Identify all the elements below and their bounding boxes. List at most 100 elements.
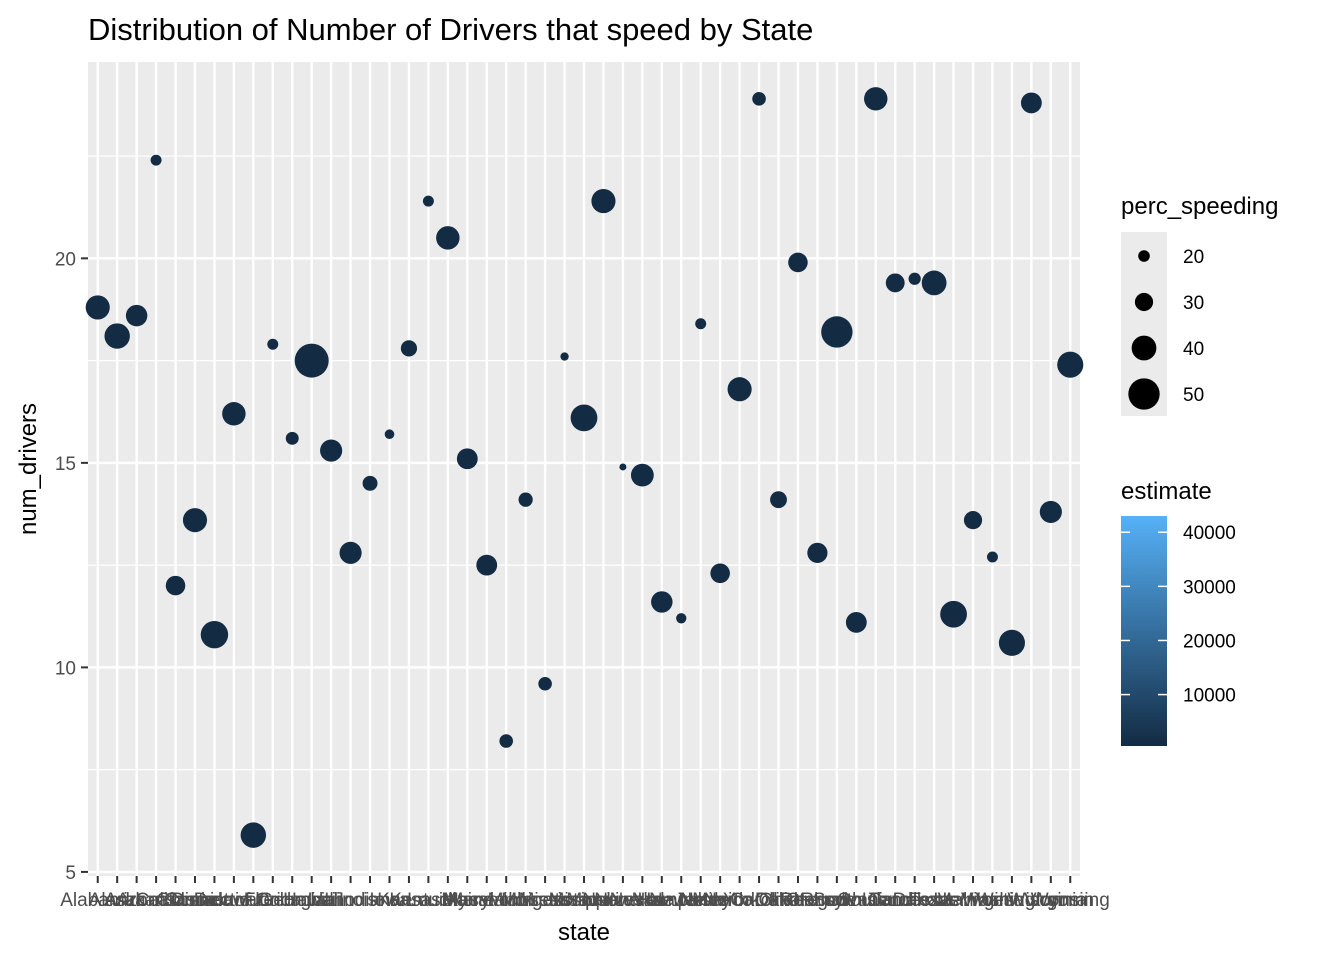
x-tick-label: California xyxy=(135,890,216,911)
color-legend-label: 20000 xyxy=(1183,631,1236,652)
data-point xyxy=(752,92,766,106)
x-tick-label: Rhode Island xyxy=(800,890,912,911)
data-point xyxy=(651,591,673,613)
data-point xyxy=(676,613,687,624)
x-tick-label: North Carolina xyxy=(678,890,801,911)
data-point xyxy=(518,492,533,507)
color-bar xyxy=(1121,516,1167,746)
data-point xyxy=(821,316,853,348)
y-tick-label: 5 xyxy=(65,863,76,884)
data-point xyxy=(570,404,598,432)
x-tick-label: Ohio xyxy=(758,890,798,911)
data-point xyxy=(285,431,299,445)
x-tick-label: Vermont xyxy=(938,890,1009,911)
y-tick-label: 10 xyxy=(55,658,76,679)
x-tick-label: Utah xyxy=(933,890,973,911)
x-tick-label: South Carolina xyxy=(813,890,939,911)
x-tick-label: Kentucky xyxy=(389,890,468,911)
x-tick-label: Minnesota xyxy=(501,890,589,911)
color-legend-label: 30000 xyxy=(1183,577,1236,598)
x-tick-label: Virginia xyxy=(961,890,1024,911)
x-tick-label: Nebraska xyxy=(582,890,664,911)
data-point xyxy=(436,226,460,250)
data-point xyxy=(182,508,208,533)
data-point xyxy=(630,463,654,487)
data-point xyxy=(940,600,967,628)
data-point xyxy=(986,551,998,563)
data-point xyxy=(770,491,787,509)
x-tick-label: Connecticut xyxy=(164,890,265,911)
x-tick-label: Washington xyxy=(962,890,1062,911)
color-legend: estimate 10000 20000 30000 40000 xyxy=(1121,478,1236,746)
x-tick-label: Illinois xyxy=(324,890,377,911)
data-point xyxy=(384,429,395,440)
data-point xyxy=(222,402,246,426)
data-point xyxy=(885,273,905,293)
data-point xyxy=(320,439,343,462)
data-point xyxy=(240,822,267,848)
data-point xyxy=(560,352,569,361)
data-point xyxy=(150,154,162,166)
size-legend-label: 20 xyxy=(1183,247,1204,268)
data-point xyxy=(908,272,921,285)
y-axis: 5 10 15 20 xyxy=(55,249,88,884)
x-tick-label: West Virginia xyxy=(976,890,1088,911)
data-point xyxy=(125,304,148,327)
x-tick-label: Arkansas xyxy=(116,890,195,911)
data-point xyxy=(499,734,513,748)
x-tick-label: Tennessee xyxy=(869,890,961,911)
x-tick-label: Louisiana xyxy=(407,890,489,911)
data-point xyxy=(727,377,752,402)
data-points xyxy=(85,87,1084,848)
x-tick-label: Alaska xyxy=(89,890,146,911)
data-point xyxy=(538,676,552,691)
x-tick-label: Oregon xyxy=(786,890,849,911)
x-tick-label: Michigan xyxy=(488,890,564,911)
data-point xyxy=(1020,92,1042,114)
x-tick-label: Delaware xyxy=(194,890,274,911)
data-point xyxy=(1039,500,1062,524)
size-legend-key xyxy=(1131,335,1157,361)
x-tick-label: Iowa xyxy=(369,890,410,911)
y-tick-label: 20 xyxy=(55,249,76,270)
size-legend-key xyxy=(1128,378,1160,410)
x-axis: AlabamaAlaskaArizonaArkansasCaliforniaCo… xyxy=(60,876,1110,911)
x-tick-label: New York xyxy=(680,890,761,911)
data-point xyxy=(963,511,983,530)
data-point xyxy=(921,270,947,296)
chart-title: Distribution of Number of Drivers that s… xyxy=(88,12,813,47)
data-point xyxy=(1057,351,1084,378)
x-tick-label: New Jersey xyxy=(632,890,732,911)
x-axis-title: state xyxy=(558,919,610,946)
y-tick-label: 15 xyxy=(55,454,76,475)
size-legend-key xyxy=(1138,250,1150,262)
x-tick-label: Montana xyxy=(566,890,640,911)
data-point xyxy=(807,542,828,563)
data-point xyxy=(294,343,329,378)
x-tick-label: Maryland xyxy=(448,890,526,911)
x-tick-label: Alabama xyxy=(60,890,135,911)
data-point xyxy=(456,448,478,470)
data-point xyxy=(998,629,1025,656)
data-point xyxy=(619,463,627,471)
x-tick-label: New Mexico xyxy=(649,890,752,911)
data-point xyxy=(339,541,362,564)
size-legend-title: perc_speeding xyxy=(1121,193,1278,220)
x-tick-label: Wyoming xyxy=(1031,890,1110,911)
x-tick-label: Massachusetts xyxy=(443,890,570,911)
color-legend-label: 10000 xyxy=(1183,686,1236,707)
data-point xyxy=(695,318,707,330)
data-point xyxy=(85,295,110,320)
x-tick-label: Kansas xyxy=(377,890,440,911)
data-point xyxy=(422,195,434,207)
data-point xyxy=(200,620,229,649)
data-point xyxy=(362,475,378,491)
x-tick-label: Indiana xyxy=(339,890,402,911)
data-point xyxy=(400,340,418,357)
major-gridlines xyxy=(88,62,1080,876)
x-tick-label: Maine xyxy=(441,890,493,911)
data-point xyxy=(165,575,186,596)
x-tick-label: Colorado xyxy=(156,890,233,911)
x-tick-label: Idaho xyxy=(307,890,355,911)
